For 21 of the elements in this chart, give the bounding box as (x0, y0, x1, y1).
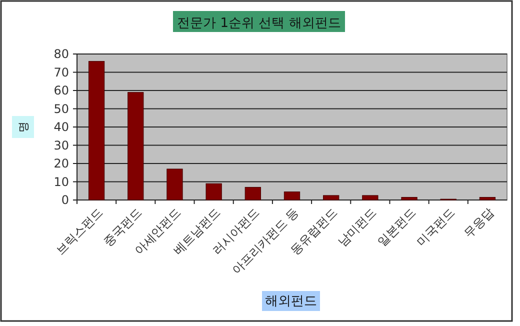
bar (323, 195, 340, 200)
bar (128, 92, 144, 200)
bar (206, 183, 222, 200)
bar (362, 195, 378, 200)
y-tick-label: 10 (54, 174, 69, 189)
y-tick-label: 80 (54, 47, 69, 62)
y-tick-label: 40 (54, 120, 69, 134)
bar (166, 168, 183, 200)
y-tick-label: 30 (54, 138, 69, 152)
y-tick-label: 0 (61, 193, 69, 208)
y-tick-label: 60 (54, 84, 69, 98)
bar (88, 61, 105, 200)
bar (284, 192, 300, 200)
bar (401, 197, 418, 200)
y-tick-label: 50 (54, 102, 69, 116)
bar (244, 186, 261, 200)
y-tick-label: 20 (54, 156, 69, 171)
bar (479, 197, 496, 200)
y-axis-title: 명 (16, 122, 30, 132)
y-tick-label: 70 (54, 65, 69, 80)
chart-title: 전문가 1순위 선택 해외펀드 (177, 16, 341, 31)
